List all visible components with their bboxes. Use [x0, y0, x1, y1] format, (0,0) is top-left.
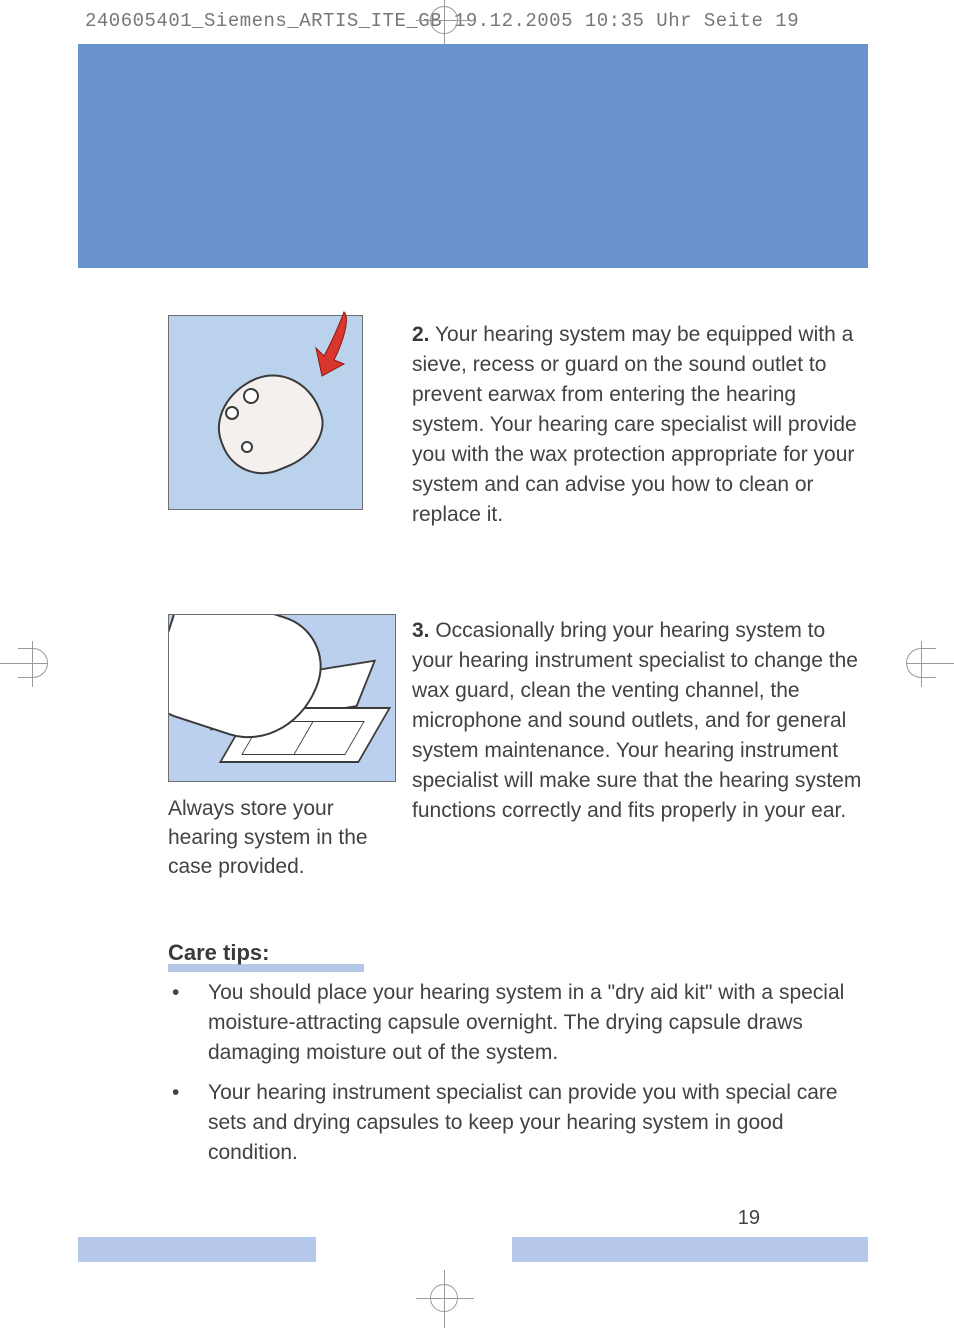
list-item: • Your hearing instrument specialist can… [168, 1078, 858, 1168]
bullet-icon: • [168, 978, 208, 1068]
figure-hearing-aid-shell [168, 315, 363, 510]
list-item: • You should place your hearing system i… [168, 978, 858, 1068]
step-3-text: Occasionally bring your hearing system t… [412, 619, 861, 822]
footer-bar-right [512, 1237, 868, 1262]
crop-mark-right [904, 644, 954, 684]
crop-mark-bottom [418, 1283, 472, 1318]
step-2-paragraph: 2. Your hearing system may be equipped w… [412, 320, 862, 530]
crop-mark-top [418, 0, 472, 35]
footer-bar-left [78, 1237, 316, 1262]
crop-mark-left [0, 644, 50, 684]
red-arrow-icon [314, 310, 352, 380]
page-number: 19 [738, 1207, 760, 1230]
bullet-icon: • [168, 1078, 208, 1168]
tip-text: Your hearing instrument specialist can p… [208, 1078, 858, 1168]
figure-2-caption: Always store your hearing system in the … [168, 794, 398, 881]
figure-hand-and-case [168, 614, 396, 782]
step-2-number: 2. [412, 323, 430, 346]
step-3-number: 3. [412, 619, 430, 642]
care-tips-heading: Care tips: [168, 940, 269, 966]
care-tips-list: • You should place your hearing system i… [168, 978, 858, 1178]
step-2-text: Your hearing system may be equipped with… [412, 323, 857, 526]
tip-text: You should place your hearing system in … [208, 978, 858, 1068]
page-content: 2. Your hearing system may be equipped w… [78, 44, 868, 1262]
step-3-paragraph: 3. Occasionally bring your hearing syste… [412, 616, 862, 826]
